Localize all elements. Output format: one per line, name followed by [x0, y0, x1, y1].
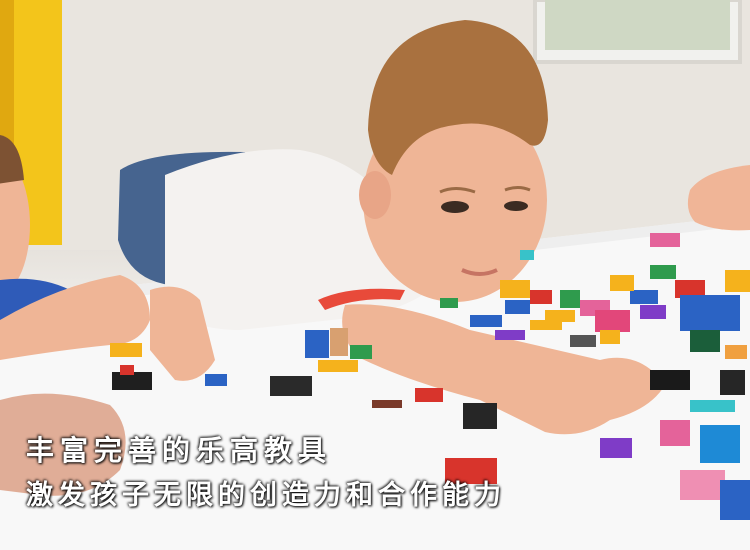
window-view	[545, 0, 730, 50]
right-child-arm	[687, 165, 750, 231]
boy-eye-left	[441, 201, 469, 213]
left-child-hand	[0, 275, 150, 360]
caption-subtitle: 激发孩子无限的创造力和合作能力	[26, 480, 506, 511]
boy-eye-right	[504, 201, 528, 211]
shirt-stripe	[318, 288, 405, 310]
boy-face	[363, 98, 547, 302]
foreground-hand	[0, 393, 126, 496]
caption-title: 丰富完善的乐高教具	[26, 434, 333, 467]
left-child-hair	[0, 135, 24, 184]
boy-ear	[359, 171, 391, 219]
boy-left-arm	[150, 286, 215, 381]
boy-reaching-arm	[342, 304, 665, 435]
promo-caption: 丰富完善的乐高教具 激发孩子无限的创造力和合作能力	[26, 428, 506, 518]
toy-bricks	[110, 233, 750, 520]
left-child-face	[0, 153, 30, 297]
boy-hair	[368, 20, 548, 175]
boy-mouth	[461, 268, 498, 276]
